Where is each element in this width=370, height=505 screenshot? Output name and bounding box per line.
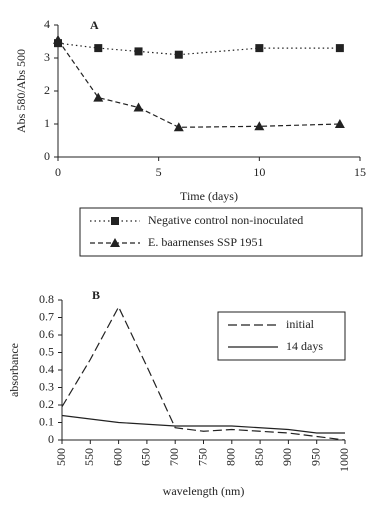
series-line (61, 414, 345, 434)
y-tick-label: 3 (44, 50, 50, 64)
marker (134, 47, 143, 56)
y-tick-label: 0.3 (39, 379, 54, 393)
marker (255, 44, 264, 53)
x-tick-label: 850 (252, 448, 266, 466)
x-tick-label: 950 (308, 448, 322, 466)
x-tick-label: 750 (195, 448, 209, 466)
x-tick-label: 1000 (337, 448, 351, 472)
y-tick-label: 0.7 (39, 309, 54, 323)
panel-label: B (92, 288, 100, 302)
marker (174, 50, 183, 59)
marker (94, 44, 103, 53)
x-tick-label: 500 (54, 448, 68, 466)
marker (254, 121, 265, 131)
x-tick-label: 900 (280, 448, 294, 466)
marker (53, 34, 63, 44)
legend-box (217, 311, 346, 361)
y-tick-label: 0.1 (39, 414, 54, 428)
marker (173, 122, 184, 132)
marker (111, 217, 119, 225)
marker (93, 92, 104, 102)
y-tick-label: 0 (48, 432, 54, 446)
legend-label: 14 days (286, 339, 323, 353)
x-tick-label: 5 (156, 165, 162, 179)
series-line (57, 39, 340, 128)
y-tick-label: 0.6 (39, 327, 54, 341)
x-tick-label: 15 (354, 165, 366, 179)
x-tick-label: 10 (253, 165, 265, 179)
marker (110, 238, 120, 247)
legend-label: Negative control non-inoculated (148, 213, 303, 227)
y-tick-label: 0.2 (39, 397, 54, 411)
y-tick-label: 0.8 (39, 292, 54, 306)
panel-label: A (90, 18, 99, 32)
y-tick-label: 0.4 (39, 362, 54, 376)
marker (334, 119, 345, 128)
y-tick-label: 2 (44, 83, 50, 97)
x-tick-label: 550 (82, 448, 96, 466)
y-axis-label: Abs 580/Abs 500 (14, 49, 28, 133)
y-tick-label: 0.5 (39, 344, 54, 358)
y-axis-label: absorbance (7, 343, 21, 397)
legend-box (79, 207, 363, 257)
marker (335, 44, 344, 53)
y-tick-label: 1 (44, 116, 50, 130)
x-tick-label: 800 (224, 448, 238, 466)
legend-label: E. baarnenses SSP 1951 (148, 235, 264, 249)
x-axis-label: wavelength (nm) (163, 484, 245, 498)
y-tick-label: 4 (44, 17, 50, 31)
y-tick-label: 0 (44, 149, 50, 163)
series-line (61, 305, 346, 441)
marker (133, 102, 144, 112)
x-axis-label: Time (days) (180, 189, 238, 203)
legend-label: initial (286, 317, 315, 331)
x-tick-label: 650 (139, 448, 153, 466)
x-tick-label: 0 (55, 165, 61, 179)
x-tick-label: 700 (167, 448, 181, 466)
x-tick-label: 600 (110, 448, 124, 466)
